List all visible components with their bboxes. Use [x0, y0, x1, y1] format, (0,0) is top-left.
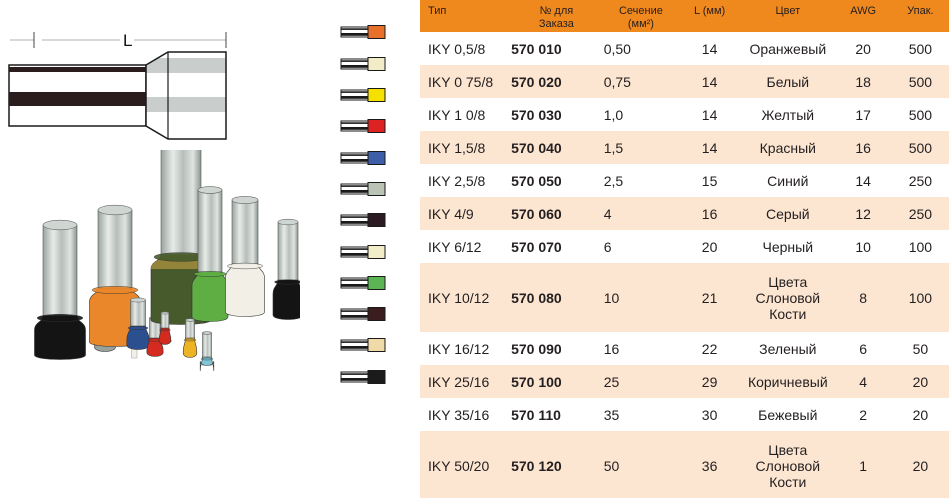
svg-text:L: L — [123, 31, 132, 50]
